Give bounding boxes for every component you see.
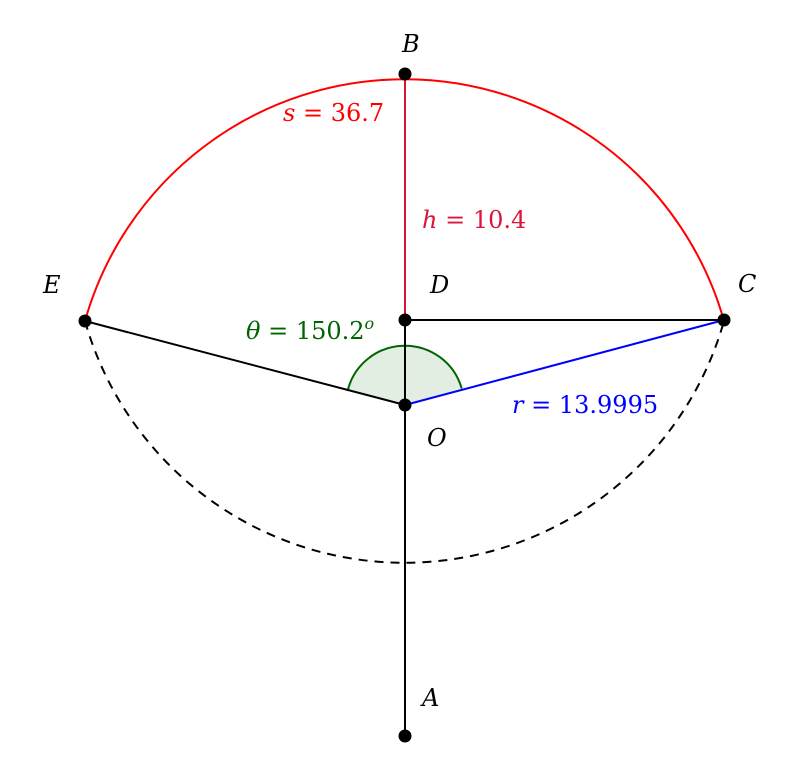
angle-label: θ = 150.2o — [246, 314, 374, 345]
angle-value: 150.2 — [296, 317, 365, 345]
arc-length-label: s = 36.7 — [283, 99, 384, 127]
radius-label: r = 13.9995 — [512, 391, 658, 419]
radius-var: r — [512, 391, 525, 419]
point-A-label: A — [420, 684, 439, 712]
angle-eq: = — [260, 317, 295, 345]
point-A-dot — [398, 729, 412, 743]
point-C-label: C — [738, 270, 756, 298]
height-eq: = — [437, 206, 472, 234]
point-O-dot — [398, 398, 412, 412]
segment-OE — [84, 320, 406, 406]
radius-value: 13.9995 — [559, 391, 658, 419]
angle-degree-sup: o — [365, 314, 375, 333]
angle-theta-arc — [346, 344, 463, 392]
height-var: h — [422, 206, 437, 234]
point-O-label: O — [427, 424, 447, 452]
lower-dashed-arc — [84, 320, 725, 564]
arc-length-eq: = — [295, 99, 330, 127]
point-E-label: E — [42, 271, 61, 299]
height-value: 10.4 — [473, 206, 526, 234]
point-B-dot — [398, 67, 412, 81]
point-E-dot — [78, 314, 92, 328]
point-D-label: D — [429, 271, 449, 299]
height-label: h = 10.4 — [422, 206, 526, 234]
point-B-label: B — [401, 30, 420, 58]
segment-OC-radius — [404, 319, 725, 406]
point-C-dot — [717, 313, 731, 327]
point-D-dot — [398, 313, 412, 327]
radius-eq: = — [523, 391, 558, 419]
arc-length-var: s — [283, 99, 295, 127]
arc-length-value: 36.7 — [331, 99, 384, 127]
angle-var: θ — [246, 317, 261, 345]
